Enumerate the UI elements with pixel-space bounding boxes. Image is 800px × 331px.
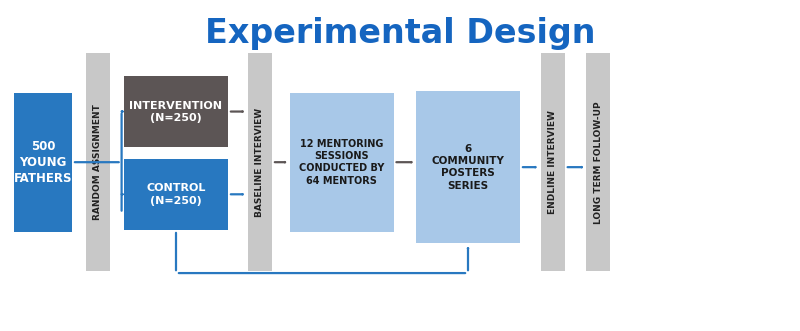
Text: CONTROL
(N=250): CONTROL (N=250) — [146, 183, 206, 206]
Text: INTERVENTION
(N=250): INTERVENTION (N=250) — [130, 101, 222, 123]
Text: BASELINE INTERVIEW: BASELINE INTERVIEW — [255, 108, 265, 217]
FancyBboxPatch shape — [290, 93, 394, 232]
FancyBboxPatch shape — [124, 76, 228, 147]
Text: LONG TERM FOLLOW-UP: LONG TERM FOLLOW-UP — [594, 101, 603, 223]
FancyBboxPatch shape — [14, 93, 72, 232]
FancyBboxPatch shape — [248, 53, 272, 271]
FancyBboxPatch shape — [586, 53, 610, 271]
Text: 6
COMMUNITY
POSTERS
SERIES: 6 COMMUNITY POSTERS SERIES — [431, 144, 505, 191]
Text: 500
YOUNG
FATHERS: 500 YOUNG FATHERS — [14, 140, 73, 185]
FancyBboxPatch shape — [416, 91, 520, 243]
FancyBboxPatch shape — [86, 53, 110, 271]
FancyBboxPatch shape — [541, 53, 565, 271]
Text: Experimental Design: Experimental Design — [205, 17, 595, 50]
FancyBboxPatch shape — [124, 159, 228, 230]
Text: 12 MENTORING
SESSIONS
CONDUCTED BY
64 MENTORS: 12 MENTORING SESSIONS CONDUCTED BY 64 ME… — [299, 139, 384, 186]
Text: RANDOM ASSIGNMENT: RANDOM ASSIGNMENT — [93, 104, 102, 220]
Text: ENDLINE INTERVIEW: ENDLINE INTERVIEW — [548, 110, 558, 214]
